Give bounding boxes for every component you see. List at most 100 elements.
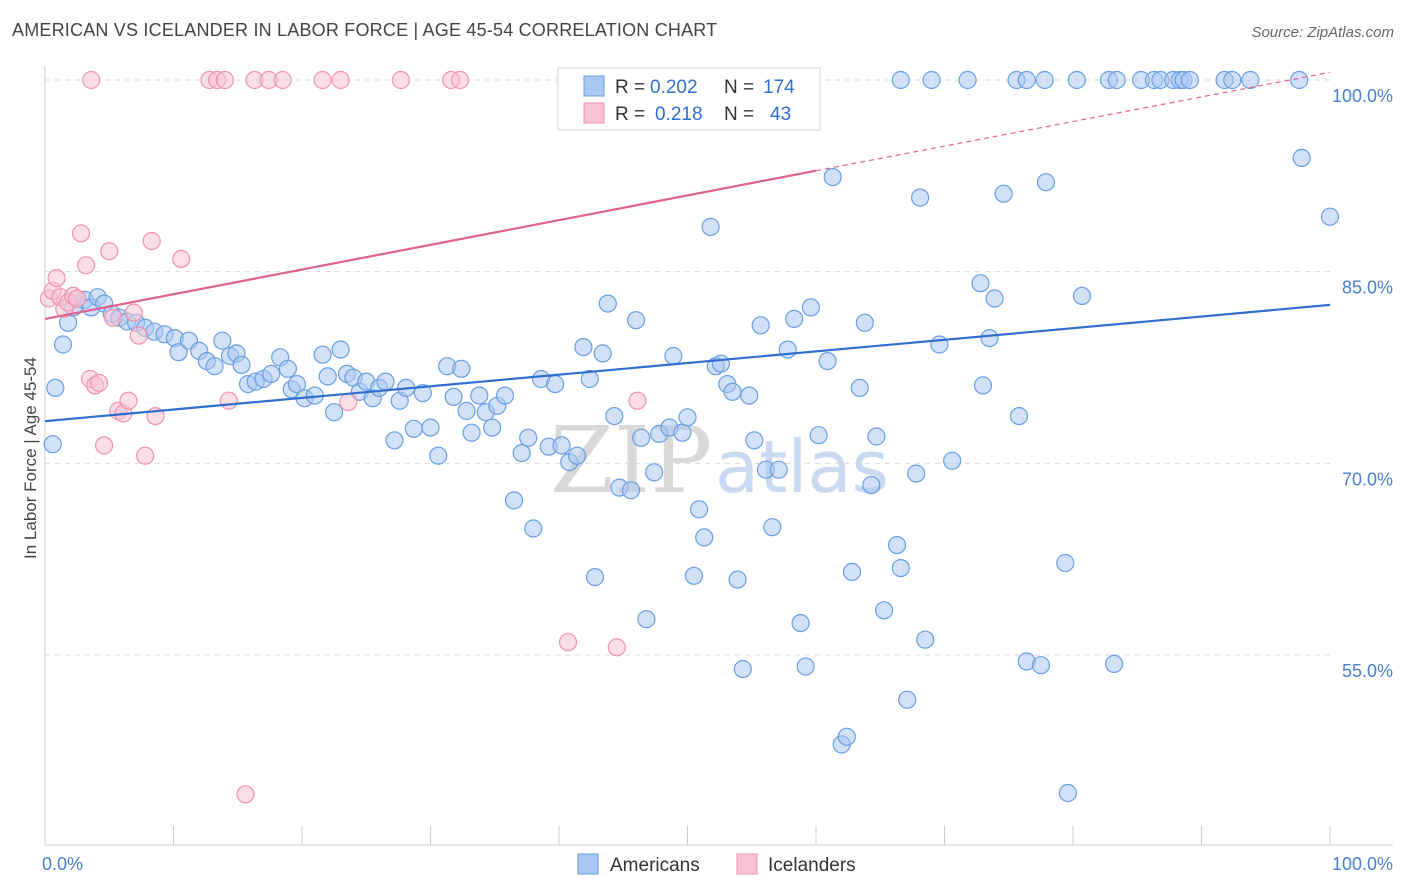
- american-point: [837, 727, 856, 746]
- american-point: [801, 298, 821, 317]
- american-point: [1104, 654, 1124, 674]
- american-point: [867, 427, 886, 446]
- american-point: [791, 613, 810, 633]
- legend: R = 0.202 N = 174 R = 0.218 N = 43: [557, 67, 821, 131]
- icelander-point: [273, 70, 292, 90]
- american-point: [325, 403, 344, 422]
- chart-title: AMERICAN VS ICELANDER IN LABOR FORCE | A…: [12, 20, 718, 40]
- american-point: [1035, 70, 1054, 90]
- american-point: [689, 500, 709, 519]
- icelander-point: [47, 269, 66, 288]
- american-point: [1072, 286, 1092, 305]
- american-point: [1031, 656, 1051, 675]
- american-point: [874, 601, 894, 620]
- icelander-point: [100, 242, 119, 261]
- legend-r-value-2: 0.218: [655, 104, 703, 125]
- icelander-point: [331, 70, 350, 90]
- american-point: [733, 659, 752, 679]
- icelander-point: [142, 231, 161, 251]
- american-point: [673, 423, 692, 442]
- american-point: [46, 378, 65, 397]
- y-tick-label: 85.0%: [1342, 278, 1393, 298]
- american-point: [891, 558, 910, 578]
- american-point: [930, 335, 949, 354]
- american-point: [504, 491, 524, 510]
- american-point: [524, 519, 543, 538]
- american-point: [855, 313, 874, 332]
- american-point: [483, 418, 502, 437]
- bottom-legend-icelanders: Icelanders: [768, 855, 856, 876]
- american-point: [376, 372, 395, 391]
- american-point: [842, 562, 862, 582]
- american-point: [891, 70, 910, 90]
- american-point: [1180, 70, 1200, 90]
- y-tick-label: 100.0%: [1332, 86, 1393, 106]
- american-point: [1320, 207, 1340, 226]
- american-point: [552, 436, 571, 455]
- bottom-legend-americans: Americans: [610, 855, 700, 876]
- bottom-legend: Americans Icelanders: [577, 853, 856, 876]
- american-point: [404, 419, 423, 438]
- icelander-point: [94, 436, 114, 455]
- american-point: [232, 355, 251, 374]
- y-tick-label: 70.0%: [1342, 469, 1393, 489]
- points-layer: [39, 70, 1340, 804]
- icelander-point: [89, 373, 109, 392]
- american-point: [385, 431, 404, 450]
- american-point: [785, 309, 804, 328]
- icelander-point: [67, 289, 87, 308]
- icelander-point: [76, 256, 96, 275]
- american-point: [728, 570, 747, 589]
- american-point: [1017, 70, 1036, 90]
- american-point: [421, 418, 440, 437]
- american-point: [53, 335, 73, 354]
- american-point: [644, 463, 664, 482]
- icelander-point: [215, 70, 234, 90]
- american-point: [413, 384, 432, 403]
- american-point: [637, 610, 656, 629]
- american-point: [763, 518, 782, 537]
- watermark-atlas: atlas: [715, 425, 889, 509]
- american-point: [462, 423, 481, 442]
- american-point: [910, 188, 930, 207]
- american-point: [796, 657, 815, 676]
- american-point: [580, 369, 599, 389]
- american-point: [823, 168, 842, 187]
- american-point: [971, 274, 990, 293]
- icelander-trend-line: [44, 169, 817, 321]
- american-point: [632, 428, 651, 447]
- icelander-point: [172, 249, 191, 268]
- american-point: [922, 70, 941, 90]
- american-point: [809, 426, 828, 445]
- icelander-trend-line-extension: [815, 71, 1331, 172]
- american-point: [457, 401, 476, 420]
- american-trend-line: [44, 303, 1331, 423]
- american-point: [701, 217, 720, 236]
- american-point: [512, 444, 531, 463]
- american-point: [278, 359, 297, 378]
- american-point: [495, 386, 515, 405]
- icelander-point: [129, 326, 148, 345]
- x-tick-label-max: 100.0%: [1332, 854, 1393, 874]
- american-point: [567, 446, 587, 465]
- american-point: [593, 344, 612, 363]
- american-point: [907, 464, 926, 483]
- american-point: [818, 352, 837, 371]
- american-point: [213, 331, 232, 350]
- american-point: [994, 184, 1013, 203]
- american-point: [574, 338, 593, 357]
- american-point: [980, 329, 999, 348]
- american-point: [519, 428, 538, 447]
- american-point: [318, 367, 337, 386]
- american-point: [973, 376, 993, 395]
- source-label: Source: ZipAtlas.com: [1251, 24, 1394, 41]
- icelander-point: [136, 446, 155, 465]
- american-point: [605, 407, 624, 426]
- american-point: [331, 340, 350, 359]
- american-point: [545, 375, 565, 394]
- american-point: [916, 630, 935, 649]
- american-point: [1009, 407, 1029, 426]
- american-point: [943, 451, 962, 470]
- icelander-point: [607, 638, 626, 657]
